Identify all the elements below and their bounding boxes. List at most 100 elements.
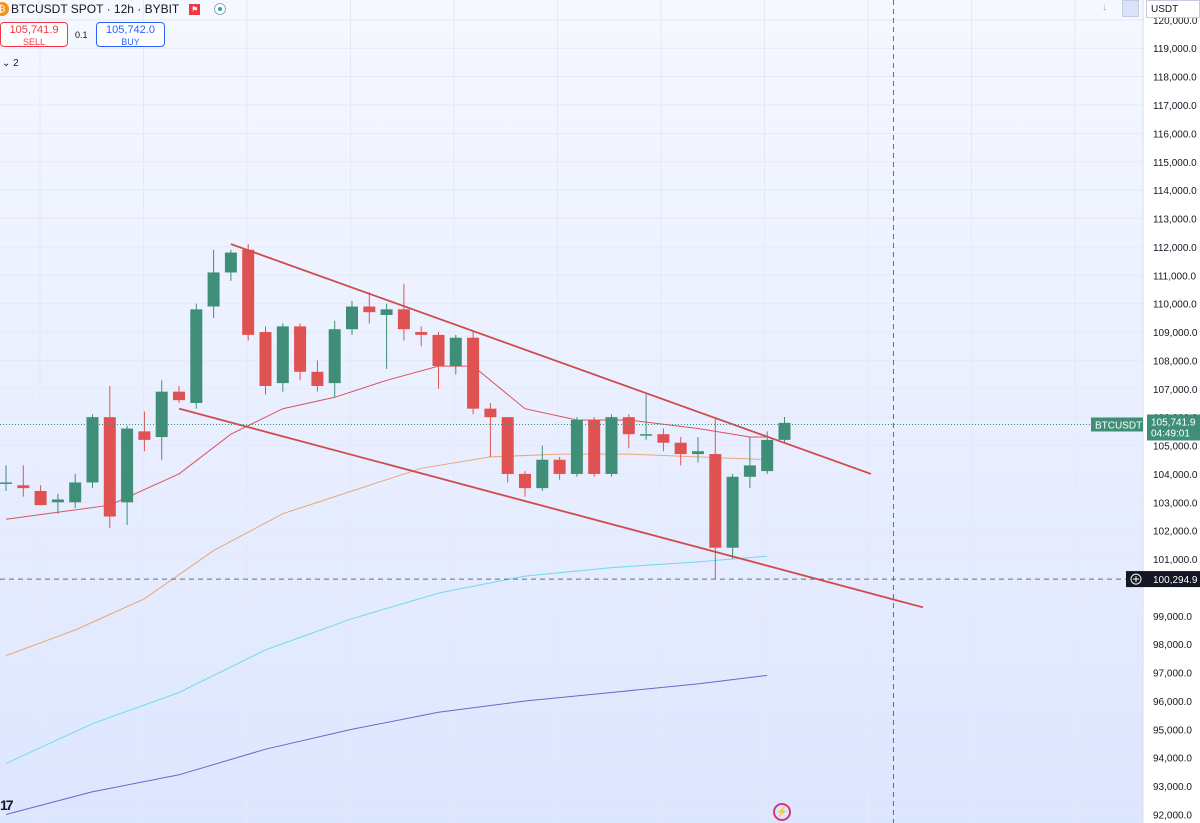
trendline	[178, 407, 924, 609]
candle	[588, 417, 601, 477]
price-tick-label: 98,000.0	[1153, 640, 1192, 651]
price-tick-label: 93,000.0	[1153, 782, 1192, 793]
price-tick-label: 109,000.0	[1153, 328, 1198, 339]
quantity-value[interactable]: 0.1	[75, 30, 88, 40]
candle-body	[674, 442, 687, 455]
bolt-icon[interactable]: ⚡	[773, 803, 791, 821]
price-tick-label: 92,000.0	[1153, 810, 1192, 821]
price-tick-label: 103,000.0	[1153, 498, 1198, 509]
candle-body	[173, 391, 185, 401]
candle-body	[346, 306, 358, 330]
candle-body	[467, 337, 480, 409]
price-tick-label: 119,000.0	[1153, 44, 1197, 55]
symbol-tag: BTCUSDT	[1095, 421, 1142, 432]
candle	[622, 414, 635, 449]
candle-body	[640, 434, 653, 436]
candle	[467, 332, 480, 415]
moving-average-ma100	[5, 555, 768, 764]
candle-body	[570, 420, 583, 474]
candle	[605, 414, 618, 477]
candle	[86, 414, 99, 489]
candle-body	[743, 465, 756, 477]
candle-body	[778, 422, 791, 440]
price-tick-label: 99,000.0	[1153, 612, 1192, 623]
candle-body	[588, 420, 601, 474]
candle	[294, 323, 307, 381]
candle-body	[501, 417, 514, 474]
candle-body	[155, 391, 168, 438]
market-status-icon	[214, 3, 227, 15]
candle-body	[363, 306, 376, 313]
price-tick-label: 101,000.0	[1153, 555, 1198, 566]
candle	[743, 437, 756, 489]
price-axis[interactable]: 92,000.0 93,000.0 94,000.0 95,000.0 96,000.0…	[1091, 0, 1200, 823]
price-axis-background	[1143, 0, 1200, 823]
crosshair	[0, 0, 1143, 823]
candle-body	[726, 476, 739, 548]
candle-body	[519, 473, 531, 489]
candle	[242, 244, 255, 341]
last-price-label: 105,741.9	[1151, 418, 1196, 429]
tradingview-logo-icon[interactable]: 17	[0, 797, 14, 813]
candle-body	[190, 309, 203, 403]
candle	[207, 249, 220, 318]
sell-button[interactable]: 105,741.9 SELL	[0, 22, 68, 47]
moving-average-ma50	[5, 453, 768, 657]
candle-body	[121, 428, 134, 503]
candle-body	[224, 252, 237, 273]
price-tick-label: 95,000.0	[1153, 725, 1192, 736]
candle-body	[622, 417, 635, 435]
candle-body	[553, 459, 566, 474]
candle-body	[0, 482, 12, 484]
candle	[103, 385, 116, 528]
price-tick-label: 112,000.0	[1153, 243, 1197, 254]
price-tick-label: 116,000.0	[1153, 129, 1197, 140]
last-price-box	[1147, 414, 1200, 441]
candle	[397, 283, 410, 341]
bitcoin-icon: ₿	[0, 2, 9, 16]
candle	[121, 425, 134, 526]
candle	[432, 332, 445, 389]
chart-header: ₿ BTCUSDT SPOT · 12h · BYBIT ⚑	[0, 0, 227, 18]
indicators-toggle[interactable]: ⌄ 2	[2, 58, 19, 69]
buy-label: BUY	[121, 37, 140, 47]
candle	[328, 320, 341, 398]
add-alert-icon[interactable]	[1130, 573, 1142, 585]
trendlines[interactable]	[178, 243, 924, 609]
flag-icon[interactable]: ⚑	[189, 3, 201, 15]
candle	[311, 360, 324, 392]
candle-body	[692, 451, 704, 455]
price-tick-label: 113,000.0	[1153, 215, 1197, 226]
candle-body	[328, 329, 341, 384]
price-tick-label: 115,000.0	[1153, 158, 1197, 169]
candle	[69, 473, 82, 508]
candle-body	[605, 417, 618, 474]
candle	[449, 334, 462, 375]
candle-body	[397, 309, 410, 330]
price-tick-label: 94,000.0	[1153, 754, 1192, 765]
buy-price: 105,742.0	[106, 24, 155, 36]
candle-body	[259, 332, 272, 386]
price-tick-label: 102,000.0	[1153, 527, 1198, 538]
candle-body	[69, 482, 82, 503]
candle	[346, 300, 358, 335]
candle	[553, 456, 566, 480]
candle-body	[51, 499, 64, 503]
moving-average-ma200	[5, 674, 768, 815]
candle-body	[17, 485, 30, 489]
candle	[380, 303, 393, 369]
arrow-down-icon[interactable]: ↓	[1102, 2, 1107, 13]
candles	[0, 244, 791, 579]
candle	[501, 417, 514, 483]
scale-settings-icon[interactable]	[1122, 0, 1139, 17]
candle	[484, 402, 497, 457]
candle-body	[103, 417, 116, 517]
candle	[155, 380, 168, 460]
candle	[34, 485, 47, 506]
buy-button[interactable]: 105,742.0 BUY	[96, 22, 165, 47]
candle-body	[449, 337, 462, 367]
candle-body	[380, 309, 393, 316]
currency-unit[interactable]: USDT	[1146, 0, 1200, 18]
sell-price: 105,741.9	[9, 24, 59, 36]
